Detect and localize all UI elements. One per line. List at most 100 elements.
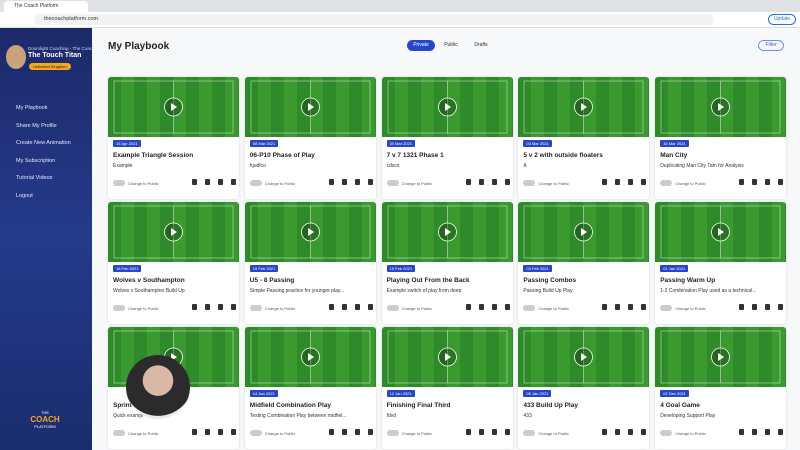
public-toggle[interactable]: [523, 180, 536, 186]
thumbnail[interactable]: [244, 327, 376, 387]
action-icon[interactable]: [478, 179, 484, 185]
nav-item[interactable]: Create New Animation: [16, 140, 71, 146]
thumbnail[interactable]: [381, 327, 513, 387]
action-icon[interactable]: [465, 429, 471, 435]
action-icon[interactable]: [752, 179, 758, 185]
action-icon[interactable]: [328, 304, 334, 310]
action-icon[interactable]: [218, 429, 223, 435]
action-icon[interactable]: [641, 429, 647, 435]
public-toggle[interactable]: [249, 180, 262, 186]
thumbnail[interactable]: [518, 327, 650, 387]
action-icon[interactable]: [478, 429, 484, 435]
playbook-card[interactable]: 30 Mar 2021 7 v 7 1321 Phase 1 cdscs Change…: [381, 77, 513, 199]
public-toggle[interactable]: [386, 180, 399, 186]
action-icon[interactable]: [192, 429, 197, 435]
action-icon[interactable]: [231, 179, 236, 185]
playbook-card[interactable]: 15 Feb 2021 U5 - 8 Passing Simple Passing …: [244, 202, 376, 324]
action-icon[interactable]: [367, 304, 373, 310]
action-icon[interactable]: [778, 429, 784, 435]
public-toggle[interactable]: [660, 430, 673, 436]
thumbnail[interactable]: [518, 77, 650, 137]
public-toggle[interactable]: [386, 430, 399, 436]
action-icon[interactable]: [231, 304, 236, 310]
playbook-card[interactable]: 03 Mar 2021 5 v 2 with outside floaters A C…: [518, 77, 650, 199]
playbook-card[interactable]: 01 Jan 2021 Passing Warm Up 1-2 Combinatio…: [655, 202, 787, 324]
thumbnail[interactable]: [244, 77, 376, 137]
tab-button[interactable]: Private: [407, 40, 435, 51]
thumbnail[interactable]: [381, 202, 513, 262]
public-toggle[interactable]: [113, 430, 125, 436]
nav-item[interactable]: My Playbook: [16, 105, 48, 111]
public-toggle[interactable]: [249, 430, 262, 436]
action-icon[interactable]: [354, 304, 360, 310]
action-icon[interactable]: [354, 179, 360, 185]
action-icon[interactable]: [615, 179, 621, 185]
public-toggle[interactable]: [523, 430, 536, 436]
action-icon[interactable]: [765, 304, 771, 310]
action-icon[interactable]: [341, 429, 347, 435]
playbook-card[interactable]: 05 Jan 2021 433 Build Up Play 433 Change to…: [518, 327, 650, 449]
action-icon[interactable]: [641, 304, 647, 310]
action-icon[interactable]: [354, 429, 360, 435]
thumbnail[interactable]: [108, 77, 239, 137]
action-icon[interactable]: [504, 429, 510, 435]
action-icon[interactable]: [752, 304, 758, 310]
thumbnail[interactable]: [655, 202, 787, 262]
action-icon[interactable]: [615, 429, 621, 435]
tab-button[interactable]: Public: [444, 42, 458, 48]
action-icon[interactable]: [192, 304, 197, 310]
action-icon[interactable]: [739, 179, 745, 185]
thumbnail[interactable]: [655, 327, 787, 387]
public-toggle[interactable]: [113, 180, 125, 186]
action-icon[interactable]: [628, 179, 634, 185]
public-toggle[interactable]: [660, 180, 673, 186]
action-icon[interactable]: [328, 429, 334, 435]
public-toggle[interactable]: [660, 305, 673, 311]
action-icon[interactable]: [465, 304, 471, 310]
action-icon[interactable]: [231, 429, 236, 435]
playbook-card[interactable]: 03 Feb 2021 Passing Combos Passing Build U…: [518, 202, 650, 324]
action-icon[interactable]: [491, 179, 497, 185]
public-toggle[interactable]: [386, 305, 399, 311]
action-icon[interactable]: [615, 304, 621, 310]
action-icon[interactable]: [328, 179, 334, 185]
action-icon[interactable]: [765, 179, 771, 185]
action-icon[interactable]: [504, 179, 510, 185]
action-icon[interactable]: [491, 304, 497, 310]
tab-button[interactable]: Drafts: [474, 42, 488, 48]
action-icon[interactable]: [504, 304, 510, 310]
nav-item[interactable]: Logout: [16, 192, 33, 199]
playbook-card[interactable]: 16 Feb 2021 Wolves v Southampton Wolves v …: [108, 202, 239, 324]
action-icon[interactable]: [465, 179, 471, 185]
action-icon[interactable]: [192, 179, 197, 185]
action-icon[interactable]: [218, 179, 223, 185]
public-toggle[interactable]: [113, 305, 125, 311]
filter-button[interactable]: Filter: [758, 40, 784, 51]
nav-item[interactable]: Share My Profile: [16, 122, 57, 129]
action-icon[interactable]: [341, 304, 347, 310]
playbook-card[interactable]: 08 Mar 2021 06-P10 Phase of Play hjudfco Ch…: [244, 77, 376, 199]
action-icon[interactable]: [602, 304, 608, 310]
browser-tab[interactable]: The Coach Platform: [4, 1, 88, 12]
action-icon[interactable]: [765, 429, 771, 435]
action-icon[interactable]: [628, 429, 634, 435]
action-icon[interactable]: [739, 304, 745, 310]
action-icon[interactable]: [752, 429, 758, 435]
action-icon[interactable]: [602, 429, 608, 435]
url-field[interactable]: thecoachplatform.com: [34, 14, 714, 25]
action-icon[interactable]: [367, 179, 373, 185]
public-toggle[interactable]: [523, 305, 536, 311]
action-icon[interactable]: [778, 179, 784, 185]
thumbnail[interactable]: [655, 77, 787, 137]
playbook-card[interactable]: 15 Apr 2021 Example Triangle Session Examp…: [108, 77, 239, 199]
update-button[interactable]: Update: [768, 14, 796, 25]
action-icon[interactable]: [628, 304, 634, 310]
action-icon[interactable]: [205, 304, 210, 310]
action-icon[interactable]: [205, 179, 210, 185]
action-icon[interactable]: [602, 179, 608, 185]
playbook-card[interactable]: 14 Jan 2021 Midfield Combination Play Test…: [244, 327, 376, 449]
action-icon[interactable]: [341, 179, 347, 185]
nav-item[interactable]: My Subscription: [16, 157, 56, 164]
public-toggle[interactable]: [249, 305, 262, 311]
playbook-card[interactable]: 16 Mar 2021 Man City Duplicating Man City …: [655, 77, 787, 199]
